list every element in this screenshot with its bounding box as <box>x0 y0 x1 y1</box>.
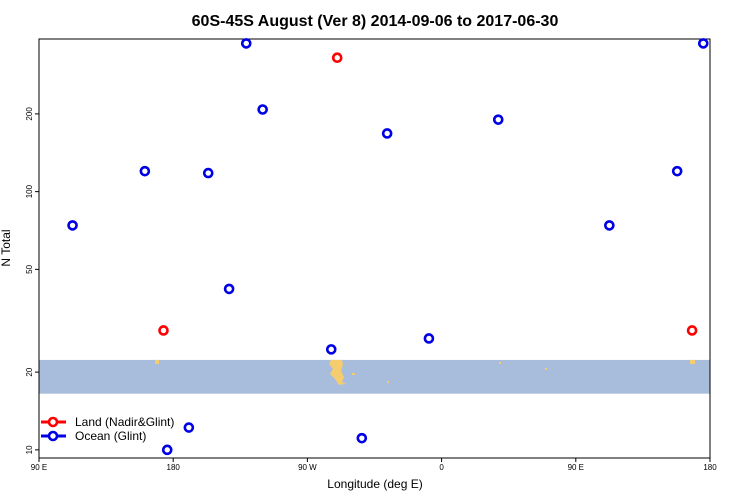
data-points-layer <box>67 38 709 456</box>
ocean-data-point <box>161 444 173 456</box>
land-patches-layer <box>155 359 695 385</box>
land-data-point <box>158 325 169 336</box>
legend-item-ocean: Ocean (Glint) <box>41 429 146 443</box>
land-patch-new-zealand-east <box>690 359 695 364</box>
x-axis-label: Longitude (deg E) <box>327 477 422 491</box>
ocean-data-point <box>202 167 214 179</box>
ocean-data-point <box>223 283 235 295</box>
land-patch-south-america <box>329 359 346 385</box>
latitude-band-layer <box>39 359 710 394</box>
legend-item-land: Land (Nadir&Glint) <box>41 415 174 429</box>
ocean-data-point <box>697 38 709 49</box>
ocean-data-point <box>240 38 252 49</box>
x-tick-label: 90 E <box>568 463 584 472</box>
x-axis-ticks: 90 E 180 90 W 0 90 E 180 <box>31 458 717 472</box>
y-tick-label: 10 <box>25 445 34 454</box>
land-patch-island <box>499 361 501 364</box>
plot-frame <box>38 38 711 459</box>
ocean-data-point <box>183 422 195 433</box>
ocean-data-point <box>423 333 435 344</box>
x-tick-label: 0 <box>439 463 444 472</box>
x-tick-label: 90 E <box>31 463 47 472</box>
x-tick-label: 90 W <box>298 463 317 472</box>
y-tick-label: 20 <box>25 367 34 376</box>
land-data-point <box>686 325 698 336</box>
ocean-data-point <box>356 432 368 444</box>
y-tick-label: 100 <box>25 184 34 198</box>
land-patch-island <box>545 367 547 370</box>
land-patch-falklands <box>352 372 355 375</box>
land-patch-island <box>387 380 389 383</box>
y-tick-label: 50 <box>25 264 34 273</box>
legend-label-land: Land (Nadir&Glint) <box>75 415 174 429</box>
ocean-data-point <box>67 220 78 231</box>
ocean-data-point <box>139 165 151 177</box>
land-patch-new-zealand <box>155 359 159 364</box>
legend-label-ocean: Ocean (Glint) <box>75 429 146 443</box>
y-axis-ticks: 10 20 50 100 200 <box>25 107 39 454</box>
ocean-data-point <box>325 344 337 355</box>
x-tick-label: 180 <box>167 463 181 472</box>
y-axis-label: N Total <box>0 229 13 266</box>
ocean-data-point <box>381 128 393 139</box>
latitude-band <box>39 359 710 394</box>
legend-marker-ocean <box>47 430 59 442</box>
ocean-data-point <box>492 114 504 125</box>
land-data-point <box>331 52 343 64</box>
legend-marker-land <box>47 416 59 428</box>
legend: Land (Nadir&Glint) Ocean (Glint) <box>41 415 174 443</box>
ocean-data-point <box>604 220 615 231</box>
ocean-data-point <box>257 104 268 115</box>
y-tick-label: 200 <box>25 107 34 121</box>
ocean-data-point <box>671 165 683 177</box>
x-tick-label: 180 <box>703 463 717 472</box>
chart-title: 60S-45S August (Ver 8) 2014-09-06 to 201… <box>192 13 559 30</box>
